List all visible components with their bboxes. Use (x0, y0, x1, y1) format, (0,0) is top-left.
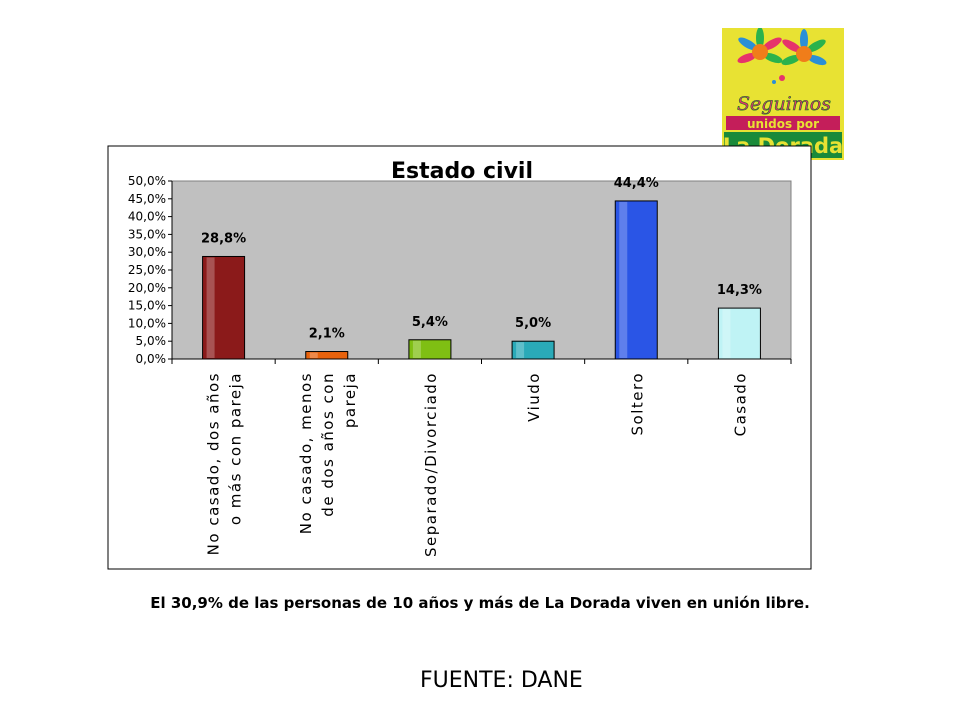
bars (202, 200, 761, 360)
y-tick-label: 5,0% (136, 334, 167, 348)
source-note: FUENTE: DANE (420, 668, 583, 693)
bar (614, 200, 658, 360)
bar-highlight (516, 342, 525, 358)
y-tick-label: 10,0% (128, 316, 166, 330)
x-category-label: Viudo (525, 372, 543, 422)
plot-area (171, 180, 792, 360)
x-category-label: Casado (731, 372, 749, 436)
x-category-label: Soltero (628, 372, 646, 436)
data-label: 5,0% (515, 316, 551, 331)
y-axis: 0,0% 5,0% 10,0% 15,0% 20,0% 25,0% 30,0% 35,0% 40… (128, 174, 173, 366)
flower-logo-icon (737, 28, 827, 84)
data-label: 14,3% (717, 283, 762, 298)
y-tick-label: 45,0% (128, 192, 166, 206)
y-tick-label: 20,0% (128, 281, 166, 295)
y-tick-label: 25,0% (128, 263, 166, 277)
bar-highlight (619, 201, 628, 358)
y-tick-label: 0,0% (136, 352, 167, 366)
bar-highlight (309, 352, 318, 358)
data-label: 44,4% (614, 176, 659, 191)
data-label: 5,4% (412, 315, 448, 330)
data-label: 2,1% (309, 327, 345, 342)
x-category-label: o más con pareja (227, 372, 245, 525)
la-dorada-logo: Seguimos unidos por La Dorada (722, 28, 844, 160)
x-category-label: de dos años con (319, 372, 337, 517)
chart-title: Estado civil (391, 159, 533, 184)
y-tick-label: 15,0% (128, 299, 166, 313)
bar-highlight (722, 309, 731, 358)
x-category-label: pareja (341, 372, 359, 428)
chart-caption: El 30,9% de las personas de 10 años y má… (150, 594, 810, 612)
bar (717, 307, 761, 360)
data-label: 28,8% (201, 231, 246, 246)
data-labels: 28,8% 2,1% 5,4% 5,0% 44,4% 14,3% (201, 176, 762, 342)
x-axis: No casado, dos años o más con pareja No ca… (171, 358, 792, 557)
logo-line-1: Seguimos (737, 93, 831, 115)
y-tick-label: 35,0% (128, 227, 166, 241)
bar-highlight (206, 257, 215, 358)
x-category-label: Separado/Divorciado (422, 372, 440, 557)
y-tick-label: 40,0% (128, 210, 166, 224)
x-category-label: No casado, dos años (205, 372, 223, 555)
bar-highlight (412, 340, 421, 358)
y-tick-label: 30,0% (128, 245, 166, 259)
logo-line-2: unidos por (747, 117, 819, 131)
x-category-label: No casado, menos (297, 372, 315, 534)
y-tick-label: 50,0% (128, 174, 166, 188)
